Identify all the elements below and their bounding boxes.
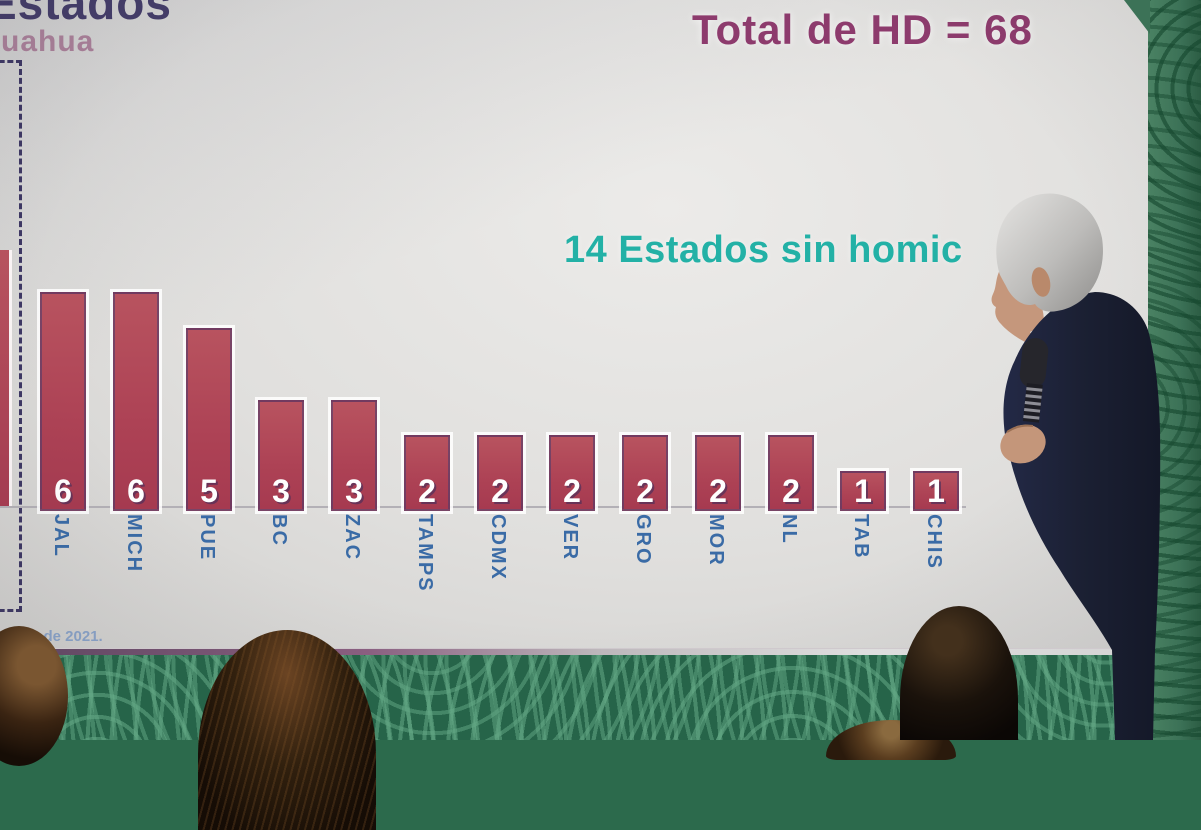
axis-label-tab: TAB bbox=[850, 514, 872, 560]
axis-label-zac: ZAC bbox=[341, 514, 363, 562]
bar-value: 5 bbox=[200, 473, 218, 509]
bar-nl: 2 bbox=[768, 435, 814, 511]
bar-pue: 5 bbox=[186, 328, 232, 511]
total-annotation: Total de HD = 68 bbox=[692, 6, 1033, 53]
presenter-figure bbox=[991, 193, 1161, 740]
bar-tamps: 2 bbox=[404, 435, 450, 511]
green-patterned-wall-right bbox=[1148, 0, 1201, 740]
dash-highlight-box bbox=[0, 60, 22, 612]
axis-label-nl: NL bbox=[778, 514, 800, 545]
bar-value: 6 bbox=[127, 473, 145, 509]
bar-cdmx: 2 bbox=[477, 435, 523, 511]
presenter-coat bbox=[1003, 292, 1161, 740]
axis-label-bc: BC bbox=[268, 514, 290, 547]
presenter-hair bbox=[996, 193, 1103, 312]
bar-tab: 1 bbox=[840, 471, 886, 511]
bar-mor: 2 bbox=[695, 435, 741, 511]
presenter-thumb bbox=[1006, 424, 1034, 433]
presenter-ear bbox=[1031, 267, 1051, 297]
bar-gro: 2 bbox=[622, 435, 668, 511]
note-annotation: 14 Estados sin homic bbox=[564, 229, 963, 271]
axis-label-ver: VER bbox=[559, 514, 581, 562]
bar-value: 2 bbox=[709, 473, 727, 509]
bar-value: 2 bbox=[491, 473, 509, 509]
bar-value: 2 bbox=[418, 473, 436, 509]
axis-label-mich: MICH bbox=[123, 514, 145, 574]
microphone-icon bbox=[1019, 338, 1049, 388]
presenter-hand bbox=[1000, 424, 1046, 464]
axis-label-jal: JAL bbox=[50, 514, 72, 558]
bar-bc: 3 bbox=[258, 400, 304, 511]
bar-value: 1 bbox=[854, 473, 872, 509]
bar-ver: 2 bbox=[549, 435, 595, 511]
partial-bar-left-edge bbox=[0, 250, 12, 508]
bar-zac: 3 bbox=[331, 400, 377, 511]
bar-value: 2 bbox=[636, 473, 654, 509]
chart-title-fragment: Estados bbox=[0, 0, 172, 29]
bar-value: 2 bbox=[782, 473, 800, 509]
x-axis-line bbox=[0, 506, 966, 508]
projection-screen: Estados uahua Total de HD = 68 14 Estado… bbox=[0, 0, 1150, 652]
axis-label-gro: GRO bbox=[632, 514, 654, 566]
axis-label-cdmx: CDMX bbox=[487, 514, 509, 581]
bar-value: 3 bbox=[345, 473, 363, 509]
screen-bottom-rail bbox=[0, 648, 1150, 658]
axis-label-mor: MOR bbox=[705, 514, 727, 567]
bar-value: 3 bbox=[272, 473, 290, 509]
bar-value: 2 bbox=[563, 473, 581, 509]
bar-value: 6 bbox=[54, 473, 72, 509]
chart-subtitle-fragment: uahua bbox=[1, 25, 95, 58]
bar-jal: 6 bbox=[40, 292, 86, 511]
axis-label-tamps: TAMPS bbox=[414, 514, 436, 593]
microphone-handle bbox=[1022, 383, 1043, 423]
bar-mich: 6 bbox=[113, 292, 159, 511]
axis-label-pue: PUE bbox=[196, 514, 218, 562]
